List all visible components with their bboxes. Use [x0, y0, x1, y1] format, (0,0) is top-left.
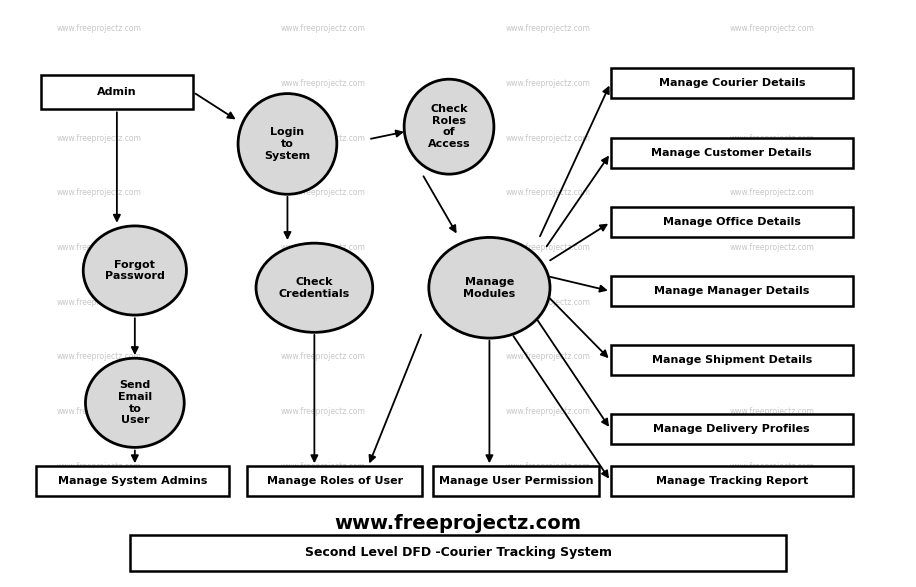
Text: www.freeprojectz.com: www.freeprojectz.com — [281, 298, 365, 306]
Text: www.freeprojectz.com: www.freeprojectz.com — [281, 461, 365, 471]
FancyBboxPatch shape — [611, 414, 853, 444]
Text: Manage Customer Details: Manage Customer Details — [651, 148, 812, 158]
Text: www.freeprojectz.com: www.freeprojectz.com — [730, 188, 814, 197]
Text: Manage Roles of User: Manage Roles of User — [267, 476, 403, 486]
Text: Login
to
System: Login to System — [265, 127, 311, 160]
FancyBboxPatch shape — [611, 466, 853, 496]
Text: Manage User Permission: Manage User Permission — [439, 476, 594, 486]
Text: www.freeprojectz.com: www.freeprojectz.com — [334, 514, 582, 533]
Text: www.freeprojectz.com: www.freeprojectz.com — [57, 134, 141, 143]
Text: www.freeprojectz.com: www.freeprojectz.com — [57, 352, 141, 361]
Text: www.freeprojectz.com: www.freeprojectz.com — [281, 352, 365, 361]
FancyBboxPatch shape — [40, 75, 193, 109]
Text: www.freeprojectz.com: www.freeprojectz.com — [57, 188, 141, 197]
Text: www.freeprojectz.com: www.freeprojectz.com — [730, 352, 814, 361]
Text: www.freeprojectz.com: www.freeprojectz.com — [730, 134, 814, 143]
Text: www.freeprojectz.com: www.freeprojectz.com — [506, 134, 590, 143]
Text: www.freeprojectz.com: www.freeprojectz.com — [281, 134, 365, 143]
Text: www.freeprojectz.com: www.freeprojectz.com — [57, 461, 141, 471]
Text: Manage Shipment Details: Manage Shipment Details — [651, 355, 812, 365]
Ellipse shape — [85, 358, 184, 447]
Text: Manage Delivery Profiles: Manage Delivery Profiles — [653, 424, 810, 434]
Text: www.freeprojectz.com: www.freeprojectz.com — [506, 407, 590, 416]
Text: Check
Roles
of
Access: Check Roles of Access — [428, 104, 470, 149]
Text: www.freeprojectz.com: www.freeprojectz.com — [730, 298, 814, 306]
FancyBboxPatch shape — [247, 466, 422, 496]
Text: www.freeprojectz.com: www.freeprojectz.com — [506, 243, 590, 252]
FancyBboxPatch shape — [433, 466, 599, 496]
Text: Manage Manager Details: Manage Manager Details — [654, 286, 810, 296]
Text: www.freeprojectz.com: www.freeprojectz.com — [730, 79, 814, 88]
Text: www.freeprojectz.com: www.freeprojectz.com — [281, 407, 365, 416]
Text: www.freeprojectz.com: www.freeprojectz.com — [57, 25, 141, 33]
Text: www.freeprojectz.com: www.freeprojectz.com — [730, 25, 814, 33]
Text: Admin: Admin — [97, 87, 136, 97]
Text: Second Level DFD -Courier Tracking System: Second Level DFD -Courier Tracking Syste… — [304, 546, 612, 559]
Text: www.freeprojectz.com: www.freeprojectz.com — [281, 25, 365, 33]
Text: www.freeprojectz.com: www.freeprojectz.com — [57, 243, 141, 252]
Text: www.freeprojectz.com: www.freeprojectz.com — [506, 461, 590, 471]
Text: www.freeprojectz.com: www.freeprojectz.com — [730, 243, 814, 252]
Text: Check
Credentials: Check Credentials — [278, 277, 350, 299]
Text: Manage System Admins: Manage System Admins — [58, 476, 207, 486]
FancyBboxPatch shape — [611, 68, 853, 98]
Text: www.freeprojectz.com: www.freeprojectz.com — [730, 461, 814, 471]
FancyBboxPatch shape — [611, 345, 853, 375]
Text: Forgot
Password: Forgot Password — [105, 259, 165, 281]
FancyBboxPatch shape — [611, 276, 853, 306]
Text: Send
Email
to
User: Send Email to User — [118, 380, 152, 425]
Text: www.freeprojectz.com: www.freeprojectz.com — [57, 298, 141, 306]
Ellipse shape — [256, 243, 373, 332]
FancyBboxPatch shape — [611, 138, 853, 168]
Text: Manage Courier Details: Manage Courier Details — [659, 78, 805, 88]
Ellipse shape — [83, 226, 187, 315]
Text: www.freeprojectz.com: www.freeprojectz.com — [57, 79, 141, 88]
Text: www.freeprojectz.com: www.freeprojectz.com — [506, 188, 590, 197]
Text: Manage Office Details: Manage Office Details — [663, 217, 801, 227]
Text: www.freeprojectz.com: www.freeprojectz.com — [730, 407, 814, 416]
FancyBboxPatch shape — [611, 207, 853, 237]
Ellipse shape — [429, 237, 550, 338]
Text: www.freeprojectz.com: www.freeprojectz.com — [506, 298, 590, 306]
Text: www.freeprojectz.com: www.freeprojectz.com — [281, 243, 365, 252]
Text: www.freeprojectz.com: www.freeprojectz.com — [281, 188, 365, 197]
FancyBboxPatch shape — [130, 535, 786, 571]
Text: www.freeprojectz.com: www.freeprojectz.com — [506, 79, 590, 88]
Text: www.freeprojectz.com: www.freeprojectz.com — [281, 79, 365, 88]
Text: Manage
Modules: Manage Modules — [463, 277, 516, 299]
Text: Manage Tracking Report: Manage Tracking Report — [656, 476, 808, 486]
Text: www.freeprojectz.com: www.freeprojectz.com — [57, 407, 141, 416]
Ellipse shape — [238, 93, 337, 194]
FancyBboxPatch shape — [36, 466, 229, 496]
Ellipse shape — [404, 79, 494, 174]
Text: www.freeprojectz.com: www.freeprojectz.com — [506, 25, 590, 33]
Text: www.freeprojectz.com: www.freeprojectz.com — [506, 352, 590, 361]
